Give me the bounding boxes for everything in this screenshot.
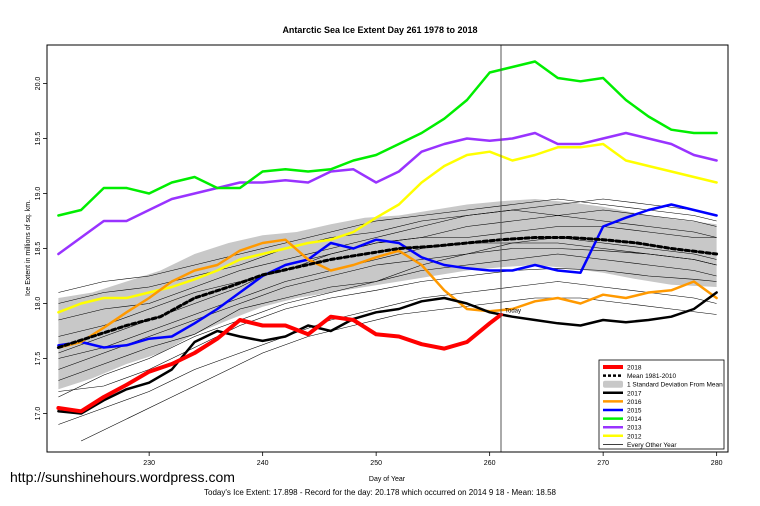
- legend-label-2018: 2018: [627, 365, 642, 372]
- x-tick-label-230: 230: [143, 460, 155, 467]
- other-year-line-9: [58, 226, 717, 337]
- legend-label-2013: 2013: [627, 425, 642, 432]
- other-year-line-7: [58, 237, 717, 370]
- legend-label-2014: 2014: [627, 416, 642, 423]
- legend-label-every-other-year: Every Other Year: [627, 442, 677, 449]
- highlighted-series-layer: [56, 60, 719, 415]
- legend-label-1-standard-deviation-from-mean: 1 Standard Deviation From Mean: [627, 382, 723, 389]
- y-axis-label: Ice Extent in millions of sq. km.: [25, 200, 32, 296]
- other-year-line-3: [58, 267, 717, 392]
- x-axis-label: Day of Year: [369, 476, 406, 483]
- legend-label-2016: 2016: [627, 399, 642, 406]
- series-line-2015: [57, 203, 718, 349]
- y-tick-label-19-5: 19.5: [35, 132, 42, 146]
- series-line-2012: [57, 142, 718, 314]
- x-tick-label-240: 240: [257, 460, 269, 467]
- legend-label-mean-1981-2010: Mean 1981-2010: [627, 373, 677, 380]
- std-dev-band: [58, 199, 717, 390]
- y-axis: 17.0 17.5 18.0 18.5 19.0 19.5 20.0: [35, 77, 47, 421]
- other-year-line-1: [58, 248, 717, 381]
- series-line-mean-1981-2010: [56, 236, 719, 349]
- y-tick-label-18-5: 18.5: [35, 242, 42, 256]
- y-tick-label-18: 18.0: [35, 297, 42, 311]
- other-year-line-6: [58, 198, 717, 321]
- series-line-2014: [57, 60, 718, 217]
- series-line-2018: [56, 312, 503, 414]
- y-tick-label-19: 19.0: [35, 187, 42, 201]
- y-tick-label-17: 17.0: [35, 407, 42, 421]
- other-year-line-8: [80, 297, 717, 442]
- legend-swatch-1-standard-deviation-from-mean: [603, 380, 623, 388]
- x-tick-label-260: 260: [484, 460, 496, 467]
- chart-footer: Today's Ice Extent: 17.898 - Record for …: [204, 488, 556, 497]
- x-tick-label-270: 270: [597, 460, 609, 467]
- x-tick-label-250: 250: [370, 460, 382, 467]
- watermark-url: http://sunshinehours.wordpress.com: [10, 469, 235, 485]
- other-year-line-5: [58, 281, 717, 425]
- std-dev-band-layer: [58, 199, 717, 390]
- y-tick-label-20: 20.0: [35, 77, 42, 91]
- other-year-line-4: [58, 198, 717, 293]
- other-year-line-11: [58, 242, 717, 359]
- series-line-2013: [57, 131, 718, 256]
- x-axis: 230 240 250 260 270 280: [143, 452, 723, 467]
- legend-label-2012: 2012: [627, 433, 642, 440]
- series-line-2017: [57, 291, 718, 415]
- legend-label-2017: 2017: [627, 390, 642, 397]
- today-marker-label: Today: [505, 309, 521, 315]
- x-tick-label-280: 280: [711, 460, 723, 467]
- chart-title: Antarctic Sea Ice Extent Day 261 1978 to…: [282, 25, 477, 35]
- other-year-line-12: [58, 253, 717, 398]
- legend-label-2015: 2015: [627, 408, 642, 415]
- series-line-2016: [57, 238, 718, 349]
- y-tick-label-17-5: 17.5: [35, 352, 42, 366]
